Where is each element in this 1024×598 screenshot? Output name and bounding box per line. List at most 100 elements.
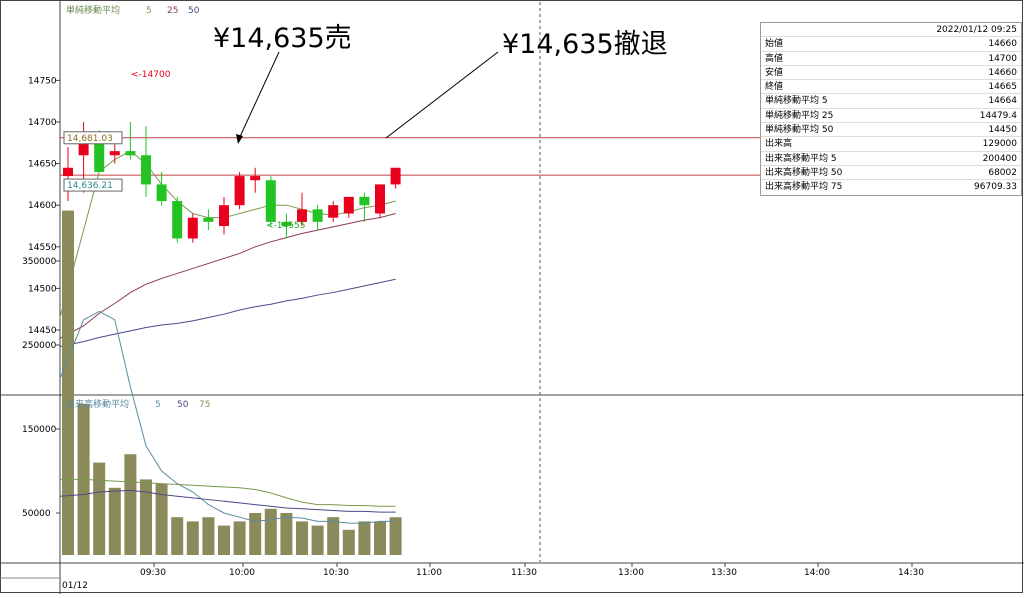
candle-body	[187, 217, 198, 239]
info-row: 出来高 129000	[761, 137, 1021, 152]
candle-body	[312, 209, 323, 222]
info-value: 96709.33	[974, 182, 1017, 193]
volume-bar	[155, 483, 168, 555]
info-value: 129000	[982, 139, 1017, 150]
time-tick-label: 11:00	[416, 568, 442, 578]
info-row: 出来高移動平均 50 68002	[761, 166, 1021, 181]
price-legend-period: 5	[146, 6, 152, 16]
line-lower-label: 14,636.21	[67, 181, 113, 191]
exit-callout: ¥14,635撤退	[502, 29, 668, 60]
volume-bar	[358, 521, 371, 555]
volume-bar	[342, 529, 355, 555]
time-tick-label: 13:30	[711, 568, 737, 578]
candle-body	[390, 167, 401, 185]
info-row: 単純移動平均 5 14664	[761, 94, 1021, 109]
line-lower-label-box	[63, 178, 123, 192]
volume-bar	[249, 513, 262, 555]
price-legend-label: 単純移動平均	[66, 4, 120, 16]
volume-legend-period: 75	[199, 400, 210, 410]
candle-body	[250, 176, 261, 181]
candle-body	[281, 221, 292, 226]
exit-callout-arrow	[385, 51, 499, 139]
info-row: 単純移動平均 50 14450	[761, 123, 1021, 138]
candle-body	[109, 151, 120, 156]
line-upper-label: 14,681.03	[67, 134, 113, 144]
price-tick-label: 14650	[28, 160, 57, 170]
volume-bar	[264, 508, 277, 555]
volume-bar	[62, 210, 74, 555]
volume-bar	[389, 517, 402, 555]
info-timestamp-row: 2022/01/12 09:25	[761, 23, 1021, 38]
candle-body	[172, 201, 183, 239]
candle-body	[125, 151, 136, 156]
candle-body	[343, 196, 354, 214]
volume-moving-average-5	[59, 310, 396, 524]
info-label: 出来高移動平均 5	[765, 153, 837, 164]
time-tick-label: 10:30	[323, 568, 349, 578]
volume-tick-label: 50000	[22, 509, 51, 519]
info-label: 単純移動平均 50	[765, 125, 834, 136]
candle-body	[265, 180, 276, 222]
candle-body	[156, 184, 167, 202]
time-tick-label: 10:00	[229, 568, 255, 578]
time-tick-label: 13:00	[618, 568, 644, 578]
price-tick-label: 14600	[28, 201, 57, 211]
info-value: 14700	[988, 53, 1017, 64]
price-tick-label: 14450	[28, 326, 57, 336]
candle-body	[63, 167, 73, 177]
volume-tick-label: 150000	[22, 425, 57, 435]
info-row: 出来高移動平均 5 200400	[761, 152, 1021, 166]
info-label: 出来高移動平均 50	[765, 167, 843, 178]
sell-callout-arrow	[237, 51, 280, 142]
volume-bar	[124, 454, 137, 555]
info-label: 終値	[765, 82, 784, 93]
volume-bar	[171, 517, 184, 555]
info-timestamp: 2022/01/12 09:25	[936, 25, 1017, 35]
price-tick-label: 14550	[28, 243, 57, 253]
volume-legend-period: 5	[155, 400, 161, 410]
info-row: 単純移動平均 25 14479.4	[761, 109, 1021, 124]
price-tick-label: 14500	[28, 284, 57, 294]
candle-body	[375, 184, 385, 214]
volume-bar	[296, 521, 308, 555]
moving-average-5	[59, 150, 396, 318]
info-row: 終値 14665	[761, 80, 1021, 95]
info-label: 出来高	[765, 139, 793, 150]
volume-bar	[202, 517, 215, 555]
info-label: 出来高移動平均 75	[765, 182, 843, 193]
time-tick-label: 09:30	[140, 568, 166, 578]
sell-callout-arrowhead	[236, 134, 243, 144]
info-value: 68002	[988, 167, 1017, 178]
info-row: 始値 14660	[761, 37, 1021, 52]
candle-body	[234, 176, 245, 206]
candle-body	[219, 205, 229, 226]
volume-bar	[374, 521, 386, 555]
info-row: 出来高移動平均 75 96709.33	[761, 180, 1021, 194]
price-tick-label: 14700	[28, 118, 57, 128]
low-marker: <-14555	[266, 221, 305, 231]
candle-body	[359, 196, 370, 206]
info-value: 200400	[982, 153, 1017, 164]
volume-bar	[233, 521, 246, 555]
info-row: 安値 14660	[761, 66, 1021, 81]
info-value: 14660	[988, 39, 1017, 50]
volume-bar	[280, 513, 293, 555]
volume-legend-label: 出来高移動平均	[66, 398, 129, 410]
volume-bar	[186, 521, 199, 555]
ohlc-info-table: 2022/01/12 09:25 始値 14660 高値 14700 安値 14660 終値…	[760, 22, 1022, 196]
info-label: 単純移動平均 5	[765, 96, 828, 107]
sell-callout: ¥14,635売	[213, 23, 352, 54]
info-value: 14479.4	[979, 110, 1017, 121]
volume-tick-label: 350000	[22, 257, 57, 267]
volume-moving-average-75	[60, 478, 396, 507]
volume-bar	[311, 525, 324, 555]
candle-body	[94, 138, 105, 172]
candle-body	[297, 209, 307, 222]
info-value: 14665	[988, 82, 1017, 93]
time-tick-label: 14:00	[804, 568, 830, 578]
volume-bar	[108, 487, 121, 555]
price-legend-period: 50	[188, 6, 200, 16]
candle-body	[328, 205, 339, 218]
